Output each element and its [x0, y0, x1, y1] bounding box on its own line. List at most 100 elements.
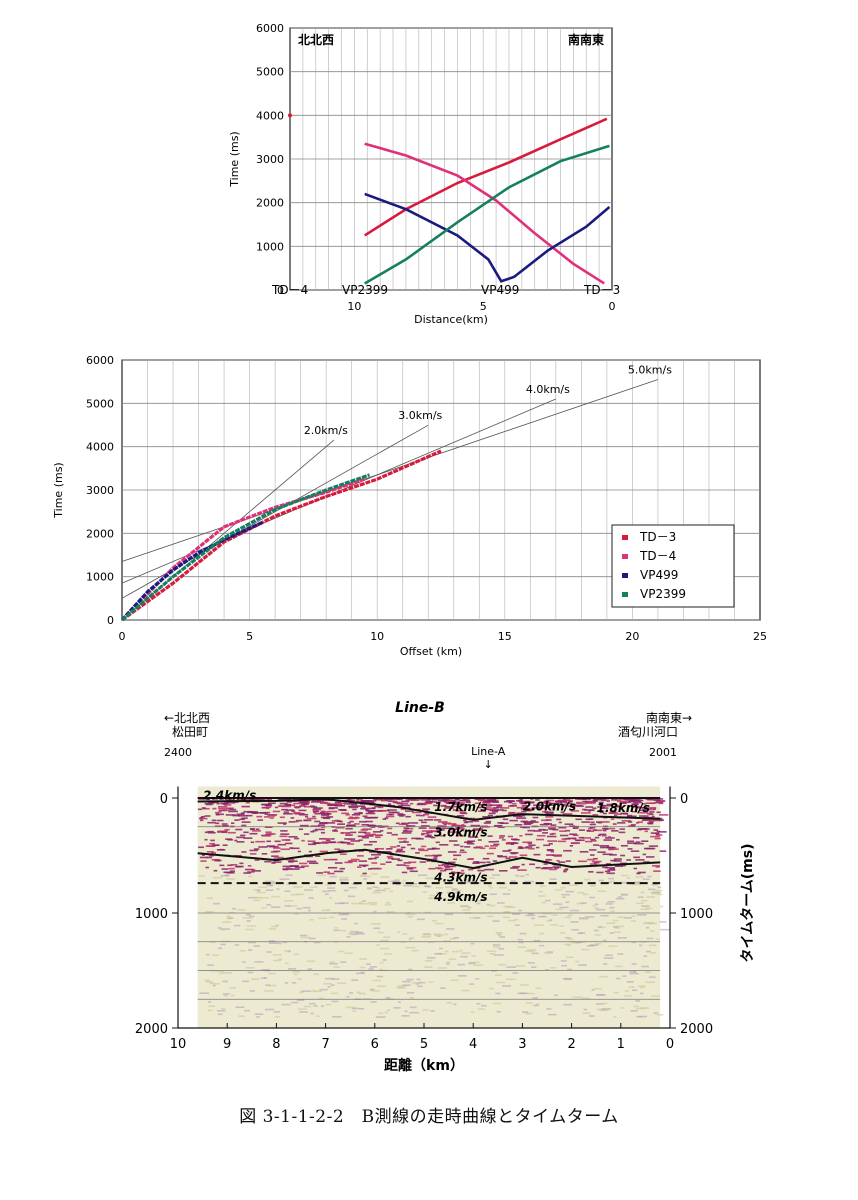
- texture-mark: [433, 857, 438, 859]
- texture-mark: [355, 932, 365, 935]
- x-tick-label: 25: [753, 630, 767, 643]
- texture-mark: [270, 925, 279, 928]
- texture-mark: [288, 835, 298, 838]
- texture-mark: [310, 830, 315, 833]
- texture-mark: [216, 819, 224, 822]
- texture-mark: [276, 888, 280, 891]
- texture-mark: [301, 839, 305, 842]
- texture-mark: [318, 997, 325, 1000]
- texture-mark: [631, 989, 638, 992]
- texture-mark: [581, 798, 587, 801]
- texture-mark: [471, 955, 476, 957]
- texture-mark: [501, 839, 506, 841]
- texture-mark: [592, 904, 596, 907]
- texture-mark: [481, 1004, 487, 1007]
- texture-mark: [593, 844, 600, 846]
- texture-mark: [522, 841, 533, 844]
- texture-mark: [606, 803, 616, 806]
- texture-mark: [246, 798, 252, 801]
- texture-mark: [406, 868, 414, 870]
- texture-mark: [476, 1002, 481, 1005]
- texture-mark: [620, 812, 628, 815]
- texture-mark: [394, 801, 401, 804]
- texture-mark: [382, 959, 387, 961]
- texture-mark: [285, 962, 289, 965]
- texture-mark: [477, 869, 485, 872]
- texture-mark: [306, 855, 313, 858]
- texture-mark: [329, 841, 336, 844]
- texture-mark: [375, 834, 379, 837]
- texture-mark: [459, 812, 467, 814]
- texture-mark: [348, 805, 356, 808]
- texture-mark: [268, 984, 277, 987]
- texture-mark: [654, 801, 664, 804]
- texture-mark: [350, 802, 357, 805]
- texture-mark: [548, 842, 553, 845]
- texture-mark: [437, 867, 444, 870]
- right-header-place: 酒匂川河口: [618, 725, 678, 739]
- texture-mark: [420, 825, 430, 827]
- texture-mark: [564, 943, 572, 946]
- texture-mark: [624, 990, 630, 992]
- texture-mark: [635, 876, 644, 878]
- texture-mark: [431, 847, 437, 850]
- texture-mark: [409, 1011, 419, 1014]
- texture-mark: [241, 817, 248, 820]
- texture-mark: [358, 820, 367, 823]
- texture-mark: [392, 800, 398, 803]
- legend-swatch: [622, 592, 628, 597]
- texture-mark: [220, 943, 226, 946]
- texture-mark: [241, 821, 251, 823]
- texture-mark: [571, 929, 579, 931]
- texture-mark: [598, 801, 604, 804]
- texture-mark: [243, 837, 253, 839]
- y-tick-label: 2000: [86, 527, 114, 540]
- texture-mark: [211, 819, 217, 822]
- texture-mark: [323, 858, 330, 861]
- texture-mark: [486, 808, 496, 811]
- texture-mark: [460, 872, 465, 875]
- texture-mark: [458, 949, 463, 952]
- texture-mark: [280, 833, 290, 835]
- texture-mark: [459, 799, 465, 802]
- texture-mark: [252, 830, 261, 832]
- texture-mark: [528, 821, 539, 823]
- texture-mark: [460, 799, 471, 802]
- texture-mark: [202, 807, 210, 810]
- texture-mark: [658, 831, 667, 833]
- texture-mark: [335, 826, 345, 829]
- texture-mark: [545, 859, 553, 861]
- texture-mark: [210, 852, 217, 854]
- texture-mark: [472, 862, 480, 864]
- texture-mark: [649, 802, 656, 805]
- texture-mark: [344, 861, 353, 864]
- texture-mark: [347, 860, 358, 863]
- texture-mark: [540, 801, 551, 804]
- texture-mark: [363, 832, 371, 834]
- texture-mark: [608, 945, 618, 948]
- y-tick-label: 4000: [86, 441, 114, 454]
- texture-mark: [265, 831, 272, 834]
- texture-mark: [261, 806, 269, 809]
- texture-mark: [527, 829, 535, 832]
- texture-mark: [592, 800, 598, 802]
- texture-mark: [447, 902, 455, 904]
- texture-mark: [262, 834, 272, 837]
- texture-mark: [401, 822, 409, 825]
- texture-mark: [638, 1015, 647, 1018]
- texture-mark: [314, 990, 323, 993]
- texture-mark: [377, 806, 384, 809]
- texture-mark: [418, 981, 426, 984]
- section-title: Line-B: [395, 700, 445, 716]
- texture-mark: [563, 1003, 572, 1006]
- texture-mark: [449, 828, 459, 831]
- texture-mark: [409, 996, 414, 999]
- texture-mark: [333, 804, 343, 806]
- texture-mark: [547, 804, 555, 806]
- texture-mark: [495, 981, 506, 984]
- texture-mark: [605, 903, 613, 905]
- texture-mark: [596, 994, 607, 996]
- texture-mark: [455, 826, 464, 829]
- texture-mark: [417, 802, 424, 805]
- texture-mark: [467, 840, 476, 843]
